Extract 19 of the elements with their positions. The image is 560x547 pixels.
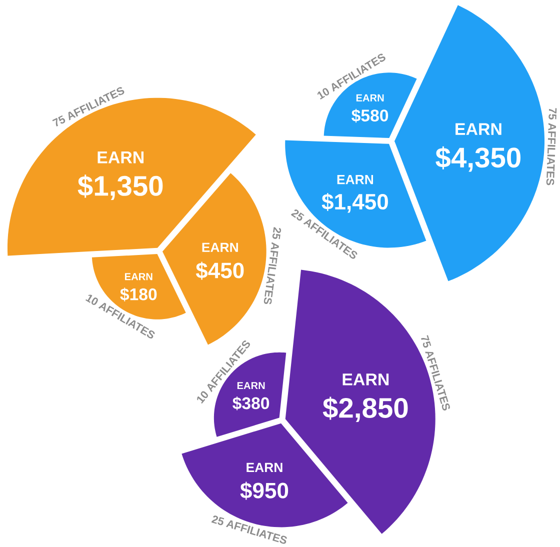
category-label: 25 AFFILIATES [264,227,282,304]
text: EARN [125,273,152,280]
data-label: $1,450 [322,192,388,213]
text: EARN [342,374,389,386]
data-label: $380 [232,396,270,410]
data-label: $580 [352,108,388,123]
data-label: $2,850 [322,396,408,422]
data-label: $180 [120,288,157,302]
data-label: $450 [196,262,244,280]
text: EARN [202,242,238,252]
data-label: $4,350 [436,146,520,172]
text: EARN [337,174,374,184]
text: EARN [98,152,144,164]
text: EARN [356,94,384,102]
text: EARN [456,123,502,135]
category-label: 75 AFFILIATES [546,108,557,186]
text: EARN [246,462,282,472]
data-label: $1,350 [78,174,163,200]
data-label: $950 [240,482,288,500]
